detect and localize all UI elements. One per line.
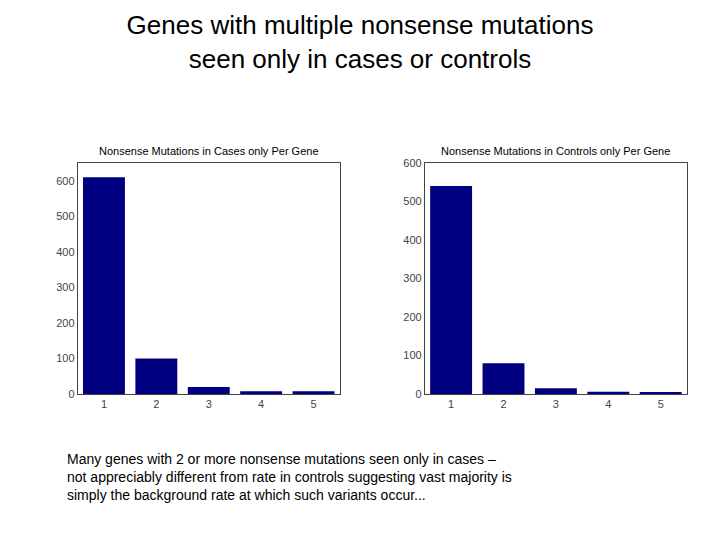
svg-text:100: 100 bbox=[403, 349, 421, 361]
svg-text:4: 4 bbox=[605, 398, 611, 410]
svg-text:0: 0 bbox=[416, 388, 422, 400]
svg-text:300: 300 bbox=[403, 272, 421, 284]
svg-text:600: 600 bbox=[403, 157, 421, 169]
svg-text:Genes with multiple nonsense m: Genes with multiple nonsense mutationsse… bbox=[127, 10, 594, 74]
svg-text:1: 1 bbox=[101, 398, 107, 410]
svg-text:300: 300 bbox=[56, 281, 74, 293]
svg-text:0: 0 bbox=[68, 388, 74, 400]
svg-text:3: 3 bbox=[553, 398, 559, 410]
svg-text:2: 2 bbox=[153, 398, 159, 410]
svg-text:200: 200 bbox=[403, 311, 421, 323]
svg-text:Nonsense Mutations in Controls: Nonsense Mutations in Controls only Per … bbox=[441, 145, 670, 157]
svg-text:Nonsense Mutations in Cases on: Nonsense Mutations in Cases only Per Gen… bbox=[99, 145, 319, 157]
svg-text:400: 400 bbox=[56, 246, 74, 258]
svg-text:500: 500 bbox=[403, 195, 421, 207]
svg-text:1: 1 bbox=[448, 398, 454, 410]
svg-text:500: 500 bbox=[56, 210, 74, 222]
svg-text:3: 3 bbox=[206, 398, 212, 410]
svg-text:100: 100 bbox=[56, 352, 74, 364]
svg-text:2: 2 bbox=[500, 398, 506, 410]
svg-text:5: 5 bbox=[310, 398, 316, 410]
svg-text:200: 200 bbox=[56, 317, 74, 329]
svg-text:400: 400 bbox=[403, 234, 421, 246]
svg-text:5: 5 bbox=[658, 398, 664, 410]
svg-text:4: 4 bbox=[258, 398, 264, 410]
svg-text:Many genes with 2 or more nons: Many genes with 2 or more nonsense mutat… bbox=[67, 451, 512, 503]
svg-text:600: 600 bbox=[56, 175, 74, 187]
